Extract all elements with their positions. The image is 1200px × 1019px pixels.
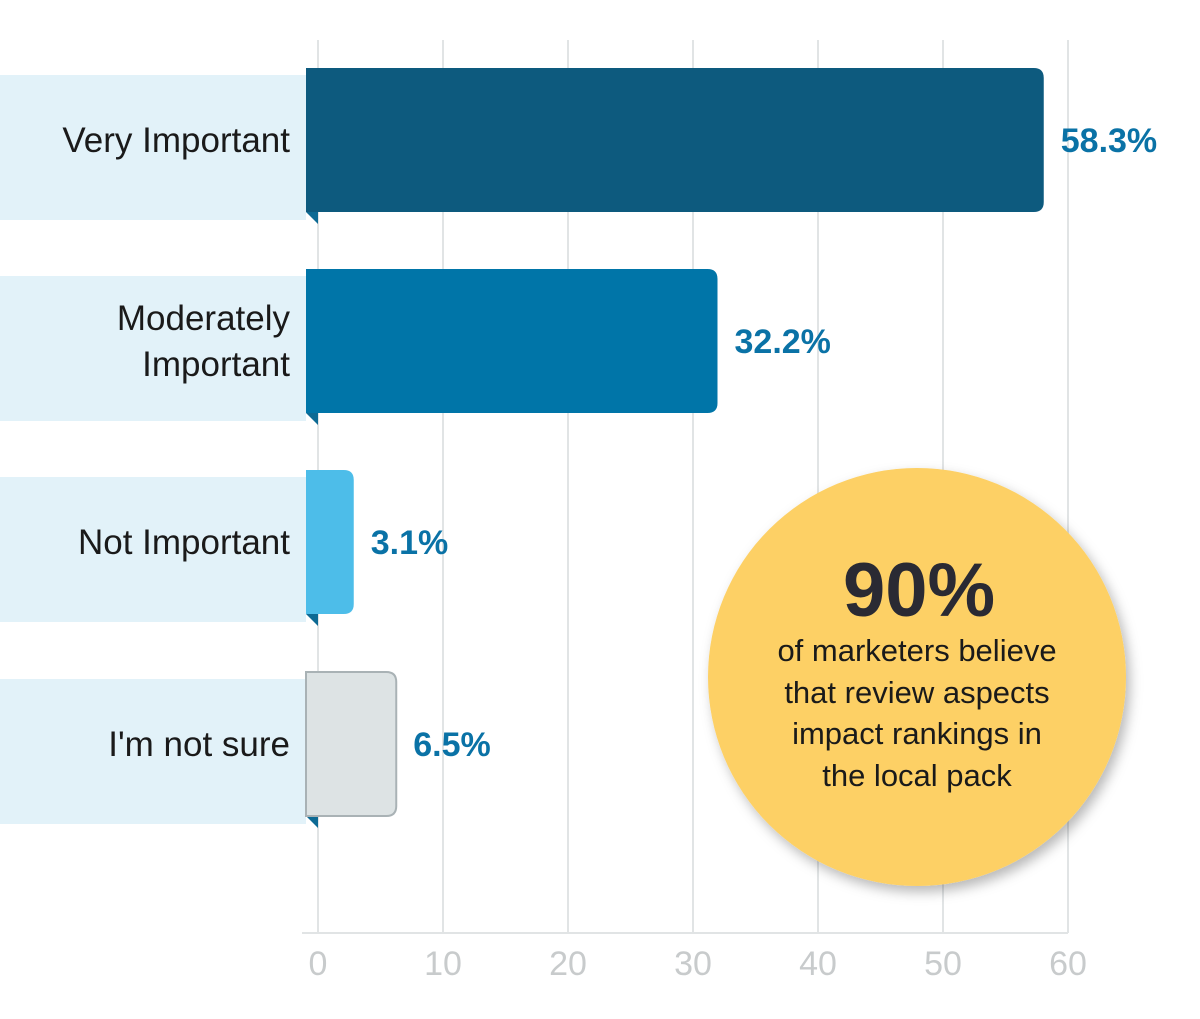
bar — [306, 269, 718, 413]
callout: 90% of marketers believe that review asp… — [708, 468, 1126, 886]
bars: 58.3% 32.2% 3.1% 6.5% — [305, 68, 1157, 817]
category-label: Important — [142, 345, 290, 384]
bar — [305, 671, 398, 817]
bar-fold — [306, 212, 318, 224]
bar — [306, 470, 354, 614]
x-tick-label: 10 — [424, 945, 462, 983]
category-label: Moderately — [117, 299, 291, 338]
bar-fold — [306, 816, 318, 828]
callout-line: that review aspects — [784, 675, 1049, 710]
callout-line: the local pack — [822, 758, 1012, 793]
value-label: 58.3% — [1061, 122, 1157, 160]
bar — [306, 68, 1044, 212]
category-band — [0, 276, 306, 421]
category-label: Very Important — [62, 121, 290, 160]
category-label: Not Important — [78, 523, 290, 562]
x-tick-label: 20 — [549, 945, 587, 983]
category-band — [0, 477, 306, 622]
category-label: I'm not sure — [108, 725, 290, 764]
bar-fold — [306, 413, 318, 425]
value-label: 32.2% — [735, 323, 831, 361]
callout-headline: 90% — [843, 548, 995, 633]
category-bands: Very Important Moderately Important Not Imp… — [0, 75, 318, 828]
x-tick-label: 50 — [924, 945, 962, 983]
callout-line: of marketers believe — [777, 633, 1056, 668]
category-band — [0, 679, 306, 824]
category-band — [0, 75, 306, 220]
x-tick-label: 0 — [309, 945, 328, 983]
bar-fold — [306, 614, 318, 626]
value-label: 3.1% — [371, 524, 449, 562]
value-label: 6.5% — [413, 726, 491, 764]
x-axis-ticks: 0 10 20 30 40 50 60 — [309, 945, 1087, 983]
x-tick-label: 40 — [799, 945, 837, 983]
x-tick-label: 30 — [674, 945, 712, 983]
x-tick-label: 60 — [1049, 945, 1087, 983]
callout-circle — [708, 468, 1126, 886]
callout-line: impact rankings in — [792, 716, 1042, 751]
